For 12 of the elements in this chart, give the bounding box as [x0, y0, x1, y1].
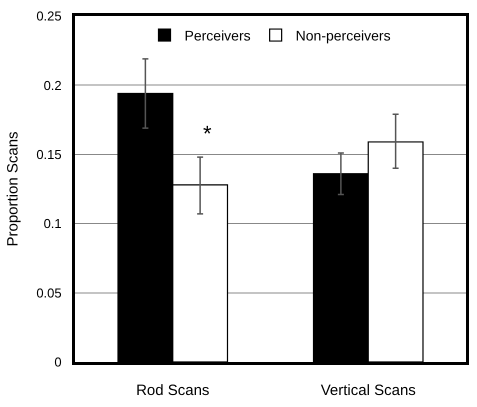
legend-label: Perceivers — [184, 28, 251, 44]
x-tick-label: Vertical Scans — [320, 382, 416, 399]
y-tick-label: 0.25 — [36, 8, 62, 24]
y-tick-label: 0.15 — [36, 146, 62, 162]
y-tick-label: 0.05 — [36, 285, 62, 300]
y-tick-label: 0 — [54, 354, 62, 370]
annotation: * — [203, 121, 212, 146]
legend-label: Non-perceivers — [296, 28, 391, 44]
y-axis-title: Proportion Scans — [4, 131, 22, 247]
x-tick-label: Rod Scans — [136, 382, 210, 399]
y-tick-label: 0.1 — [44, 216, 62, 232]
y-tick-label: 0.2 — [44, 78, 62, 93]
